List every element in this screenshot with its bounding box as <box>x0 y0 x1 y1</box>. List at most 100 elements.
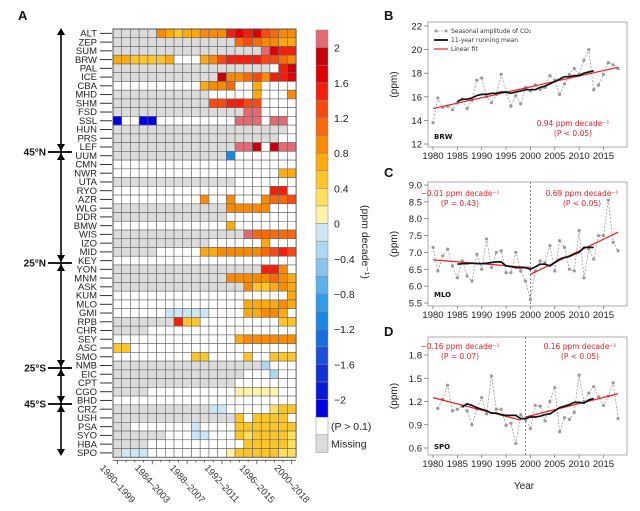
heatmap-cell <box>130 439 140 449</box>
heatmap-cell <box>130 229 140 240</box>
heatmap-cell <box>121 168 131 178</box>
heatmap-cell <box>182 290 192 301</box>
heatmap-cell <box>208 352 218 362</box>
heatmap-cell <box>252 194 262 205</box>
heatmap-cell <box>165 168 175 178</box>
heatmap-cell <box>147 72 157 82</box>
heatmap-cell <box>217 159 227 170</box>
heatmap-cell <box>156 325 166 336</box>
heatmap-cell <box>260 255 271 266</box>
heatmap-cell <box>199 212 210 222</box>
heatmap-cell <box>147 54 157 65</box>
heatmap-cell <box>243 63 253 73</box>
heatmap-cell <box>112 421 123 432</box>
heatmap-cell <box>208 238 218 248</box>
observed-point <box>450 108 455 112</box>
heatmap-cell <box>226 282 236 292</box>
heatmap-cell <box>252 264 262 275</box>
heatmap-cell <box>234 151 245 161</box>
heatmap-cell <box>208 299 218 309</box>
heatmap-cell <box>182 107 192 117</box>
heatmap-cell <box>217 238 227 248</box>
heatmap-cell <box>199 413 210 423</box>
heatmap-cell <box>260 107 271 117</box>
heatmap-cell <box>165 395 175 406</box>
colorbar-tick-label: −0.8 <box>334 289 355 301</box>
y-tick-label: 0.6 <box>409 444 422 455</box>
heatmap-cell <box>226 72 236 82</box>
heatmap-cell <box>234 299 245 309</box>
heatmap-cell <box>217 413 227 423</box>
heatmap-cell <box>130 116 140 126</box>
heatmap-cell <box>165 37 175 47</box>
heatmap-cell <box>234 28 245 39</box>
heatmap-cell <box>287 186 297 196</box>
y-tick-label: 22 <box>411 22 422 33</box>
heatmap-cell <box>147 151 157 161</box>
x-tick-label: 2015 <box>593 310 614 321</box>
heatmap-cell <box>199 378 210 388</box>
heatmap-cell <box>243 378 253 388</box>
heatmap-cell <box>234 430 245 441</box>
heatmap-cell <box>138 264 149 275</box>
site-label: MLO <box>434 291 451 299</box>
heatmap-cell <box>130 413 140 423</box>
station-label-alt: ALT <box>80 29 97 40</box>
heatmap-cell <box>269 142 279 152</box>
heatmap-cell <box>234 255 245 266</box>
heatmap-cell <box>165 413 175 423</box>
heatmap-cell <box>191 124 201 135</box>
observed-point <box>587 247 591 251</box>
colorbar-bin <box>315 311 329 330</box>
heatmap-cell <box>269 439 279 449</box>
station-label-wlg: WLG <box>75 203 97 214</box>
heatmap-cell <box>234 229 245 240</box>
heatmap-cell <box>287 28 297 39</box>
heatmap-cell <box>147 247 157 257</box>
heatmap-cell <box>226 352 236 362</box>
heatmap-cell <box>252 203 262 213</box>
heatmap-cell <box>278 194 288 205</box>
heatmap-cell <box>182 89 192 100</box>
heatmap-cell <box>138 212 149 222</box>
heatmap-cell <box>199 28 210 39</box>
x-tick-label: 1990 <box>471 151 492 162</box>
observed-point <box>587 391 591 395</box>
heatmap-cell <box>156 81 166 91</box>
heatmap-cell <box>130 54 140 65</box>
heatmap-cell <box>217 72 227 82</box>
station-label-gmi: GMI <box>79 308 97 319</box>
station-label-bhd: BHD <box>77 396 97 407</box>
panel-d-spo: 0.6 0.9 1.2 1.5 1.8 1980 1985 1990 1995 2000 2005 2… <box>389 336 628 470</box>
heatmap-cell <box>182 299 192 309</box>
heatmap-cell <box>112 378 123 388</box>
heatmap-cell <box>260 421 271 432</box>
heatmap-cell <box>208 98 218 108</box>
heatmap-cell <box>182 133 192 143</box>
heatmap-cell <box>173 334 184 344</box>
heatmap-cell <box>199 159 210 170</box>
p-value-annotation: (P < 0.05) <box>563 199 601 208</box>
heatmap-cell <box>252 63 262 73</box>
heatmap-cell <box>278 142 288 152</box>
observed-point <box>489 374 494 378</box>
heatmap-cell <box>243 413 253 423</box>
heatmap-cell <box>217 89 227 100</box>
heatmap-cell <box>252 89 262 100</box>
heatmap-cell <box>138 343 149 353</box>
heatmap-cell <box>138 46 149 56</box>
heatmap-cell <box>130 334 140 344</box>
heatmap-cell <box>121 439 131 449</box>
heatmap-cell <box>278 177 288 187</box>
heatmap-cell <box>121 98 131 108</box>
heatmap-cell <box>165 299 175 309</box>
heatmap-cell <box>234 238 245 248</box>
heatmap-cell <box>165 54 175 65</box>
y-tick-label: 1.5 <box>409 374 422 385</box>
heatmap-cell <box>199 89 210 100</box>
heatmap-cell <box>156 308 166 318</box>
heatmap-cell <box>269 194 279 205</box>
heatmap-cell <box>287 343 297 353</box>
heatmap-cell <box>269 151 279 161</box>
heatmap-cell <box>208 387 218 397</box>
